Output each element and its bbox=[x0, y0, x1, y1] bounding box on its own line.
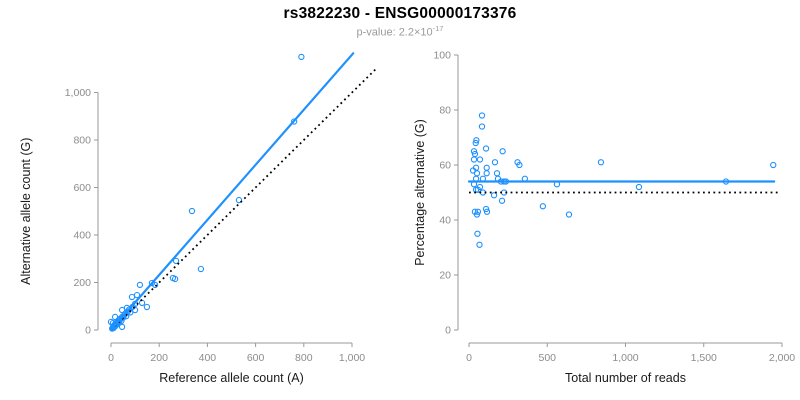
x-tick-label: 400 bbox=[199, 352, 217, 364]
data-point bbox=[476, 156, 484, 163]
data-point bbox=[188, 207, 196, 215]
data-point bbox=[597, 159, 605, 166]
data-point bbox=[148, 279, 156, 287]
data-point bbox=[483, 208, 491, 215]
data-point bbox=[476, 183, 484, 191]
plot-subtitle: p-value: 2.2×10-17 bbox=[0, 24, 800, 39]
y-tick-label: 100 bbox=[433, 50, 451, 62]
y-tick-label: 40 bbox=[439, 215, 451, 227]
x-tick-label: 0 bbox=[108, 352, 114, 364]
y-tick-label: 80 bbox=[439, 105, 451, 117]
y-tick-label: 0 bbox=[445, 325, 451, 337]
data-point bbox=[298, 53, 305, 61]
y-tick-label: 200 bbox=[73, 277, 91, 289]
data-point bbox=[770, 161, 777, 169]
data-point bbox=[478, 123, 486, 130]
data-point bbox=[136, 281, 144, 289]
data-point bbox=[498, 197, 506, 204]
data-point bbox=[476, 241, 483, 248]
data-point bbox=[491, 159, 499, 166]
y-tick-label: 60 bbox=[439, 160, 451, 172]
data-point bbox=[470, 156, 478, 163]
data-point bbox=[565, 211, 573, 218]
scatter-percentage-reads: 0 20 40 60 80 100 0 500 1,000 1,500 2,000 Total num… bbox=[413, 50, 795, 385]
pvalue-text: p-value: 2.2×10 bbox=[356, 26, 433, 39]
x-tick-label: 600 bbox=[247, 352, 265, 364]
data-point bbox=[474, 208, 482, 215]
pvalue-exponent: -17 bbox=[432, 24, 444, 33]
y-tick-label: 600 bbox=[73, 182, 91, 194]
x-tick-label: 800 bbox=[295, 352, 313, 364]
scatter-allele-counts: 0 200 400 600 800 1,000 0 200 400 600 800 1,000 Refe… bbox=[19, 52, 377, 385]
identity-line bbox=[110, 68, 377, 331]
regression-line bbox=[109, 52, 355, 332]
x-tick-label: 500 bbox=[538, 352, 556, 364]
x-axis-title: Total number of reads bbox=[565, 371, 686, 385]
data-point bbox=[493, 170, 501, 177]
data-point bbox=[472, 139, 479, 147]
data-point bbox=[471, 150, 479, 158]
y-axis-title: Alternative allele count (G) bbox=[19, 138, 33, 285]
data-point bbox=[172, 257, 180, 265]
data-point bbox=[478, 112, 486, 119]
data-point bbox=[143, 303, 151, 311]
x-tick-label: 200 bbox=[150, 352, 168, 364]
x-tick-label: 2,000 bbox=[769, 352, 795, 364]
y-axis-title: Percentage alternative (G) bbox=[413, 119, 427, 266]
data-point bbox=[128, 293, 136, 301]
data-point bbox=[197, 265, 205, 273]
y-tick-label: 1,000 bbox=[65, 87, 91, 99]
data-point bbox=[474, 230, 481, 237]
data-point bbox=[539, 203, 547, 210]
data-point bbox=[635, 183, 643, 191]
data-point bbox=[482, 205, 490, 213]
data-point bbox=[473, 170, 481, 177]
x-tick-label: 1,500 bbox=[691, 352, 717, 364]
y-tick-label: 800 bbox=[73, 135, 91, 147]
data-point bbox=[483, 164, 490, 171]
data-point bbox=[482, 145, 490, 152]
x-tick-label: 0 bbox=[466, 352, 472, 364]
data-point bbox=[490, 192, 498, 199]
data-point bbox=[473, 137, 480, 144]
y-tick-label: 20 bbox=[439, 270, 451, 282]
y-tick-label: 0 bbox=[85, 325, 91, 337]
x-tick-label: 1,000 bbox=[339, 352, 365, 364]
data-point bbox=[235, 196, 243, 204]
plot-title: rs3822230 - ENSG00000173376 bbox=[283, 5, 517, 22]
data-point bbox=[171, 275, 179, 283]
data-point bbox=[483, 170, 490, 177]
x-tick-label: 1,000 bbox=[612, 352, 638, 364]
data-point bbox=[499, 148, 506, 155]
data-point bbox=[118, 323, 126, 331]
data-point bbox=[470, 148, 478, 155]
data-point bbox=[473, 211, 481, 218]
y-tick-label: 400 bbox=[73, 230, 91, 242]
data-point bbox=[133, 291, 141, 299]
data-point bbox=[138, 299, 146, 307]
data-point bbox=[516, 161, 523, 169]
data-point bbox=[291, 118, 298, 125]
data-point bbox=[151, 281, 159, 289]
x-axis-title: Reference allele count (A) bbox=[159, 371, 304, 385]
